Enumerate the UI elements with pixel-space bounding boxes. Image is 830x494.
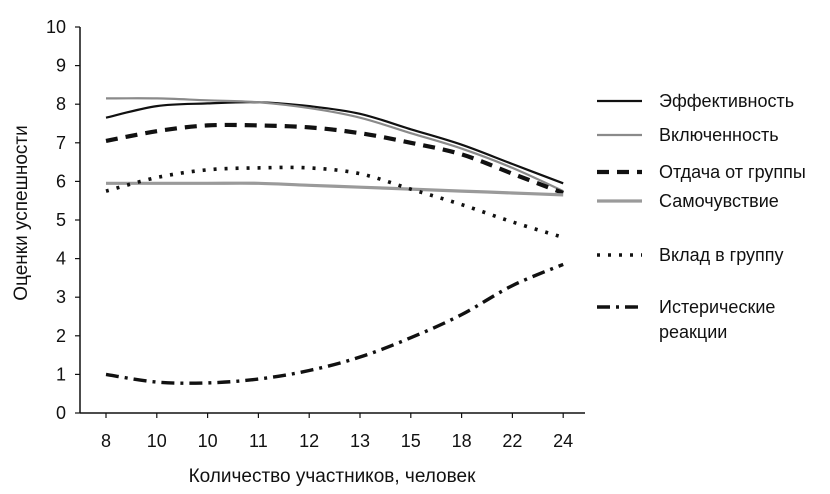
series-line-1 [105, 101, 564, 185]
legend-item: Самочувствие [597, 191, 779, 211]
x-tick-label: 11 [249, 431, 268, 451]
y-tick-label: 5 [56, 210, 66, 230]
y-tick-label: 0 [56, 403, 66, 423]
y-tick-label: 8 [56, 94, 66, 114]
y-tick-label: 9 [56, 56, 66, 76]
legend: Эффективность Включенность Отдача от групп… [597, 91, 806, 342]
y-tick-label: 1 [56, 364, 66, 384]
series-line-4 [106, 181, 564, 197]
legend-label: Истерические реакции [659, 297, 775, 342]
y-tick-label: 6 [56, 171, 66, 191]
x-tick-label: 15 [401, 431, 421, 451]
y-tick-label: 3 [56, 287, 66, 307]
y-tick-label: 10 [46, 17, 66, 37]
x-tick-label: 10 [147, 431, 167, 451]
x-tick-label: 22 [502, 431, 522, 451]
series-line-3 [105, 122, 564, 195]
legend-item: Эффективность [597, 91, 794, 111]
x-tick-label: 13 [350, 431, 370, 451]
series-line-5 [105, 165, 564, 240]
x-axis-label: Количество участников, человек [189, 466, 476, 487]
x-tick-label: 10 [198, 431, 218, 451]
legend-item: Включенность [597, 125, 779, 145]
legend-label: Отдача от группы [659, 162, 806, 182]
legend-label: Самочувствие [659, 191, 779, 211]
series-line-2 [105, 97, 564, 193]
x-tick-label: 24 [553, 431, 573, 451]
x-tick-label: 8 [101, 431, 111, 451]
legend-label: Эффективность [659, 91, 794, 111]
y-tick-label: 2 [56, 326, 66, 346]
series-line-6 [105, 262, 564, 385]
legend-item: Истерические реакции [597, 297, 775, 342]
legend-item: Отдача от группы [597, 162, 806, 182]
y-tick-label: 7 [56, 133, 66, 153]
legend-item: Вклад в группу [597, 245, 784, 265]
y-axis-label: Оценки успешности [11, 125, 32, 300]
x-tick-label: 12 [299, 431, 319, 451]
legend-label: Включенность [659, 125, 779, 145]
series-layer [105, 97, 564, 385]
y-tick-label: 4 [56, 249, 66, 269]
x-tick-label: 18 [452, 431, 472, 451]
legend-label: Вклад в группу [659, 245, 784, 265]
